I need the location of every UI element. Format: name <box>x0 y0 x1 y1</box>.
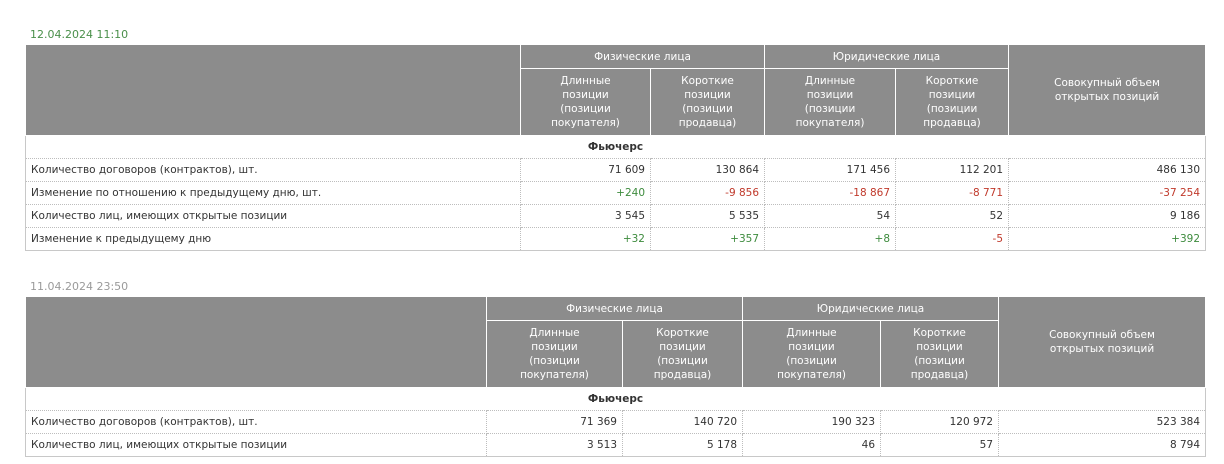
value-cell: 190 323 <box>742 410 882 434</box>
header-text: Длинные позиции (позиции покупателя) <box>795 75 865 129</box>
header-text: Короткие позиции (позиции продавца) <box>653 327 712 381</box>
value-cell: 5 535 <box>649 204 766 228</box>
section-row: Фьючерс <box>26 388 1206 411</box>
value-cell: 52 <box>895 204 1010 228</box>
header-text: Совокупный объем открытых позиций <box>1049 329 1155 355</box>
positions-table: Физические лица Юридические лица Совокупны… <box>25 44 1207 251</box>
value-cell: 486 130 <box>1008 158 1207 182</box>
subheader: Короткие позиции (позиции продавца) <box>880 320 1000 388</box>
value-cell: +357 <box>649 227 766 251</box>
value-cell: 8 794 <box>998 433 1207 457</box>
value-cell: +240 <box>520 181 651 205</box>
value-cell: 523 384 <box>998 410 1207 434</box>
group-header: Физические лица <box>519 44 766 69</box>
value-cell: 57 <box>880 433 1000 457</box>
subheader: Длинные позиции (позиции покупателя) <box>764 68 897 136</box>
value-cell: +32 <box>520 227 651 251</box>
value-cell: 171 456 <box>764 158 897 182</box>
header-text: Короткие позиции (позиции продавца) <box>923 75 981 129</box>
total-header: Совокупный объем открытых позиций <box>1008 44 1207 136</box>
section-label: Фьючерс <box>587 141 644 153</box>
data-row: Количество лиц, имеющих открытые позиции… <box>25 204 1207 228</box>
header-text: Длинные позиции (позиции покупателя) <box>551 75 620 129</box>
group-header: Физические лица <box>485 296 744 321</box>
subheader: Длинные позиции (позиции покупателя) <box>486 320 623 388</box>
row-label: Изменение по отношению к предыдущему дню… <box>25 181 521 205</box>
value-cell: 9 186 <box>1008 204 1207 228</box>
row-label: Количество договоров (контрактов), шт. <box>25 158 521 182</box>
value-cell: 46 <box>742 433 882 457</box>
data-row: Количество договоров (контрактов), шт. 71… <box>25 410 1207 434</box>
section-label: Фьючерс <box>587 393 644 405</box>
data-row: Изменение к предыдущему дню +32 +357 +8 -5 +3… <box>25 227 1207 251</box>
header-corner <box>25 296 487 388</box>
header-row: Физические лица Юридические лица Совокупны… <box>25 44 1207 136</box>
header-text: Длинные позиции (позиции покупателя) <box>777 327 846 381</box>
group-header: Юридические лица <box>764 44 1010 69</box>
subheader: Длинные позиции (позиции покупателя) <box>520 68 651 136</box>
subheader: Короткие позиции (позиции продавца) <box>649 68 766 136</box>
subheader-row: Длинные позиции (позиции покупателя) Коро… <box>26 68 1206 136</box>
value-cell: -8 771 <box>895 181 1010 205</box>
table-date: 12.04.2024 11:10 <box>30 28 129 41</box>
header-text: Совокупный объем открытых позиций <box>1054 77 1160 103</box>
group-header: Юридические лица <box>742 296 1000 321</box>
data-row: Количество договоров (контрактов), шт. 71… <box>25 158 1207 182</box>
data-row: Количество лиц, имеющих открытые позиции… <box>25 433 1207 457</box>
positions-table: Физические лица Юридические лица Совокупны… <box>25 296 1207 457</box>
header-text: Короткие позиции (позиции продавца) <box>678 75 737 129</box>
value-cell: -5 <box>895 227 1010 251</box>
header-text: Длинные позиции (позиции покупателя) <box>520 327 589 381</box>
row-label: Количество договоров (контрактов), шт. <box>25 410 487 434</box>
row-label: Количество лиц, имеющих открытые позиции <box>25 204 521 228</box>
value-cell: -18 867 <box>764 181 897 205</box>
value-cell: 130 864 <box>649 158 766 182</box>
total-header: Совокупный объем открытых позиций <box>998 296 1207 388</box>
value-cell: 5 178 <box>621 433 744 457</box>
value-cell: 112 201 <box>895 158 1010 182</box>
row-label: Изменение к предыдущему дню <box>25 227 521 251</box>
value-cell: 71 609 <box>520 158 651 182</box>
header-text: Короткие позиции (позиции продавца) <box>910 327 969 381</box>
value-cell: -37 254 <box>1008 181 1207 205</box>
value-cell: 3 545 <box>520 204 651 228</box>
value-cell: 71 369 <box>486 410 623 434</box>
section-row: Фьючерс <box>26 136 1206 159</box>
value-cell: 3 513 <box>486 433 623 457</box>
value-cell: 140 720 <box>621 410 744 434</box>
subheader: Короткие позиции (позиции продавца) <box>621 320 744 388</box>
value-cell: +392 <box>1008 227 1207 251</box>
table-date: 11.04.2024 23:50 <box>30 280 129 293</box>
subheader: Короткие позиции (позиции продавца) <box>895 68 1010 136</box>
value-cell: +8 <box>764 227 897 251</box>
value-cell: 120 972 <box>880 410 1000 434</box>
header-corner <box>25 44 521 136</box>
data-row: Изменение по отношению к предыдущему дню… <box>25 181 1207 205</box>
subheader: Длинные позиции (позиции покупателя) <box>742 320 882 388</box>
value-cell: 54 <box>764 204 897 228</box>
value-cell: -9 856 <box>649 181 766 205</box>
row-label: Количество лиц, имеющих открытые позиции <box>25 433 487 457</box>
subheader-row: Длинные позиции (позиции покупателя) Коро… <box>26 320 1206 388</box>
header-row: Физические лица Юридические лица Совокупны… <box>25 296 1207 388</box>
